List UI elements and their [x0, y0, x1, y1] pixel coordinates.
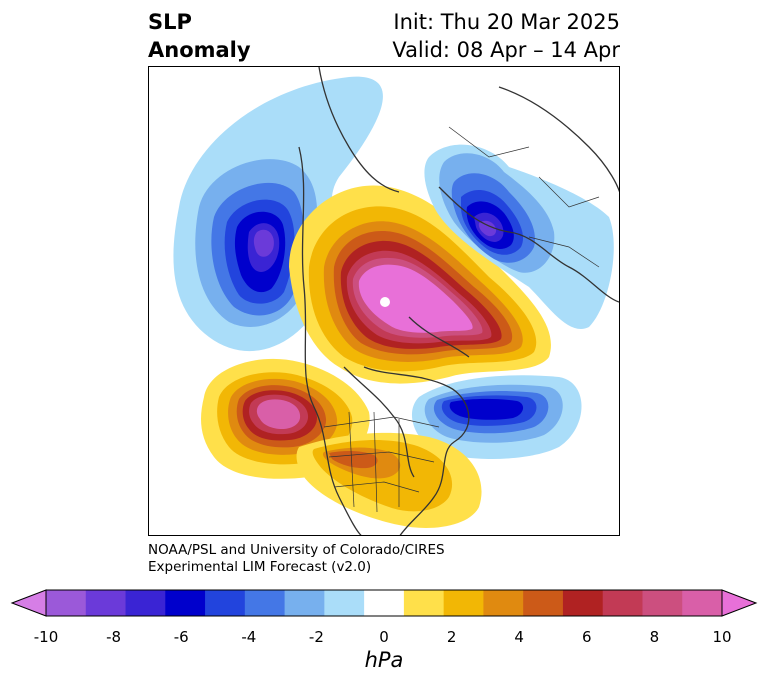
- colorbar-tick-label: 6: [582, 628, 592, 646]
- valid-date: Valid: 08 Apr – 14 Apr: [392, 38, 620, 62]
- colorbar-cell: [403, 590, 445, 616]
- colorbar-cell: [46, 590, 87, 616]
- colorbar-cell: [682, 590, 723, 616]
- chart-title: SLP Anomaly: [148, 8, 251, 64]
- colorbar-cell: [125, 590, 166, 616]
- colorbar-tick-label: -6: [173, 628, 189, 646]
- title-line-1: SLP: [148, 10, 192, 34]
- colorbar-cell: [284, 590, 325, 616]
- credit-text: NOAA/PSL and University of Colorado/CIRE…: [148, 542, 445, 576]
- colorbar-cell: [364, 590, 405, 616]
- colorbar-tick-label: 0: [379, 628, 389, 646]
- colorbar-cell: [85, 590, 127, 616]
- colorbar-cell: [205, 590, 246, 616]
- colorbar-tick-label: -2: [308, 628, 324, 646]
- low-northwest-atlantic: [411, 375, 582, 459]
- colorbar-cell: [324, 590, 365, 616]
- high-eastern-us: [296, 432, 482, 528]
- high-north-pacific: [201, 358, 370, 479]
- colorbar-cell: [642, 590, 683, 616]
- colorbar-cell: [244, 590, 286, 616]
- low-northern-europe: [424, 144, 614, 329]
- colorbar-cell: [443, 590, 484, 616]
- colorbar-low-extension: [10, 589, 47, 617]
- low-gulf-of-alaska: [173, 76, 383, 352]
- map-panel: [148, 66, 620, 536]
- colorbar-tick-label: -4: [241, 628, 257, 646]
- colorbar-tick-label: 2: [446, 628, 457, 646]
- colorbar-high-extension: [721, 589, 758, 617]
- title-line-2: Anomaly: [148, 38, 251, 62]
- colorbar-cell: [483, 590, 524, 616]
- colorbar-cell: [562, 590, 604, 616]
- colorbar-tick-label: 4: [514, 628, 524, 646]
- political-borders: [323, 126, 600, 513]
- colorbar-tick-label: -8: [106, 628, 122, 646]
- credit-line-2: Experimental LIM Forecast (v2.0): [148, 559, 372, 575]
- high-arctic: [289, 185, 551, 384]
- colorbar: [10, 589, 758, 617]
- colorbar-unit: hPa: [364, 648, 404, 672]
- anomaly-map: [173, 67, 619, 535]
- init-date: Init: Thu 20 Mar 2025: [393, 10, 620, 34]
- colorbar-tick-label: 8: [649, 628, 660, 646]
- colorbar-outline: [45, 589, 723, 617]
- colorbar-tick-label: -10: [33, 628, 59, 646]
- colorbar-cell: [165, 590, 206, 616]
- forecast-dates: Init: Thu 20 Mar 2025 Valid: 08 Apr – 14…: [392, 8, 620, 64]
- colorbar-cell: [523, 590, 564, 616]
- colorbar-tick-label: 10: [712, 628, 732, 646]
- credit-line-1: NOAA/PSL and University of Colorado/CIRE…: [148, 542, 445, 558]
- colorbar-cell: [602, 590, 643, 616]
- coastlines: [298, 67, 619, 535]
